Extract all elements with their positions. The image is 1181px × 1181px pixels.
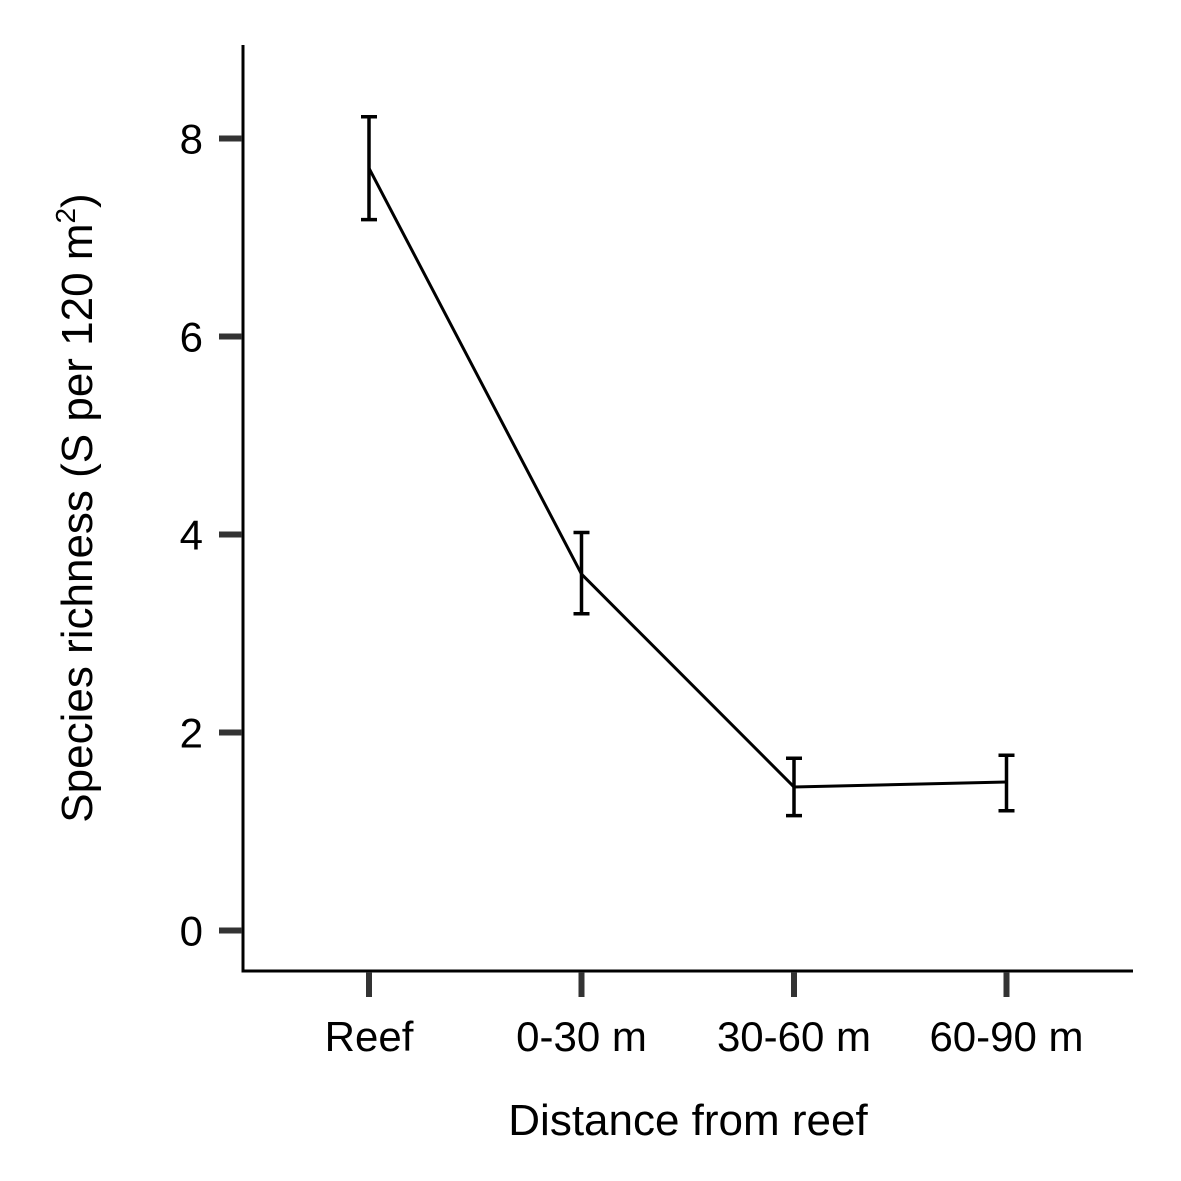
error-bar [573, 530, 590, 616]
x-tick-label: 60-90 m [929, 1013, 1083, 1060]
x-tick-label: 30-60 m [717, 1013, 871, 1060]
x-axis-title: Distance from reef [508, 1096, 868, 1145]
y-axis-title-close: ) [53, 193, 102, 208]
error-bar [786, 756, 802, 818]
y-tick-label: 0 [180, 908, 203, 955]
error-bar [998, 753, 1015, 813]
y-tick-label: 6 [180, 314, 203, 361]
series-line [367, 167, 1007, 789]
y-tick-label: 8 [180, 116, 203, 163]
error-bar [361, 114, 377, 222]
y-tick-label: 2 [180, 710, 203, 757]
y-axis-title-main: Species richness (S per 120 m [53, 224, 102, 823]
y-tick-label: 4 [180, 512, 203, 559]
y-axis-title-superscript: 2 [50, 208, 81, 224]
y-axis-title: Species richness (S per 120 m2) [50, 193, 102, 822]
x-tick-label: Reef [325, 1013, 414, 1060]
plot-area: 0 2 4 6 8 Reef 0-30 m 30-60 m 60-90 m [180, 45, 1133, 1060]
x-tick-label: 0-30 m [516, 1013, 647, 1060]
